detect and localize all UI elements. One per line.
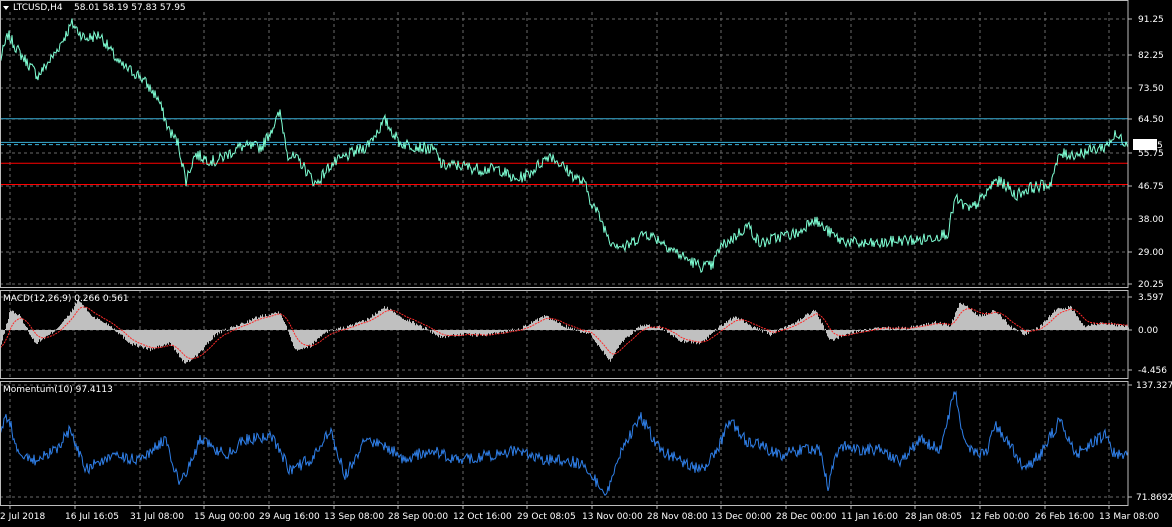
momentum-title: Momentum(10) 97.4113 (3, 385, 113, 395)
main-horizontal-lines (0, 118, 1128, 185)
x-tick-label: 12 Oct 16:00 (453, 512, 512, 522)
x-tick-label: 13 Mar 08:00 (1099, 512, 1159, 522)
panel-frames (0, 0, 1129, 506)
y-tick-label: 29.00 (1138, 248, 1164, 258)
chevron-down-icon (3, 6, 9, 10)
macd-y-tick-label: -4.456 (1138, 366, 1167, 376)
x-tick-label: 15 Aug 00:00 (194, 512, 255, 522)
y-tick-label: 20.25 (1138, 280, 1164, 290)
main-header: LTCUSD,H4 58.01 58.19 57.83 57.95 (3, 3, 186, 13)
macd-panel: 3.597 0.00 -4.456 MACD(12,26,9) 0.266 0.56… (0, 290, 1167, 378)
x-tick-label: 29 Oct 08:05 (517, 512, 576, 522)
momentum-line (0, 390, 1129, 496)
x-tick-label: 16 Jul 16:05 (65, 512, 119, 522)
x-tick-label: 28 Dec 00:00 (776, 512, 837, 522)
macd-signal-line (0, 306, 1129, 360)
x-tick-label: 11 Jan 16:00 (841, 512, 898, 522)
y-tick-label: 73.50 (1138, 84, 1164, 94)
x-tick-label: 2 Jul 2018 (0, 512, 45, 522)
main-y-axis: 91.25 82.25 73.50 64.50 55.75 46.75 38.00 29.00… (1128, 15, 1164, 290)
x-tick-label: 28 Nov 08:00 (647, 512, 708, 522)
x-tick-label: 31 Jul 08:00 (130, 512, 184, 522)
macd-histogram (0, 299, 1129, 364)
panel-frame (0, 0, 1129, 288)
last-price-tag: 57.95 (1133, 139, 1163, 151)
x-tick-label: 13 Nov 00:00 (582, 512, 643, 522)
y-tick-label: 55.75 (1138, 149, 1164, 159)
y-tick-label: 91.25 (1138, 15, 1164, 25)
momentum-grid (0, 381, 1128, 505)
macd-title: MACD(12,26,9) 0.266 0.561 (3, 294, 129, 304)
price-series-line (0, 18, 1129, 274)
symbol-title: LTCUSD,H4 (13, 3, 63, 13)
momentum-y-tick-label: 137.3272 (1136, 381, 1172, 391)
last-price-tag-label: 57.95 (1137, 141, 1163, 151)
momentum-y-tick-label: 71.8692 (1136, 493, 1172, 503)
x-tick-label: 28 Jan 08:05 (905, 512, 962, 522)
macd-y-axis: 3.597 0.00 -4.456 (1128, 293, 1167, 376)
x-tick-label: 26 Feb 16:00 (1035, 512, 1094, 522)
y-tick-label: 46.75 (1138, 182, 1164, 192)
panel-frame (0, 290, 1129, 379)
x-tick-label: 13 Dec 00:00 (711, 512, 772, 522)
x-tick-label: 28 Sep 00:00 (388, 512, 448, 522)
panel-frame (0, 381, 1129, 506)
x-tick-label: 29 Aug 16:00 (259, 512, 320, 522)
x-tick-label: 12 Feb 00:00 (970, 512, 1029, 522)
ohlc-values: 58.01 58.19 57.83 57.95 (74, 3, 186, 13)
y-tick-label: 82.25 (1138, 51, 1164, 61)
macd-y-tick-label: 0.00 (1138, 326, 1158, 336)
y-tick-label: 64.50 (1138, 115, 1164, 125)
macd-y-tick-label: 3.597 (1138, 293, 1164, 303)
momentum-panel: 137.3272 71.8692 Momentum(10) 97.4113 (0, 381, 1172, 505)
x-tick-label: 13 Sep 08:00 (324, 512, 384, 522)
y-tick-label: 38.00 (1138, 215, 1164, 225)
x-axis: 2 Jul 2018 16 Jul 16:05 31 Jul 08:00 15 Aug… (0, 505, 1159, 522)
momentum-y-axis: 137.3272 71.8692 (1128, 381, 1172, 503)
main-panel: 91.25 82.25 73.50 64.50 55.75 46.75 38.00 29.00… (0, 3, 1164, 290)
